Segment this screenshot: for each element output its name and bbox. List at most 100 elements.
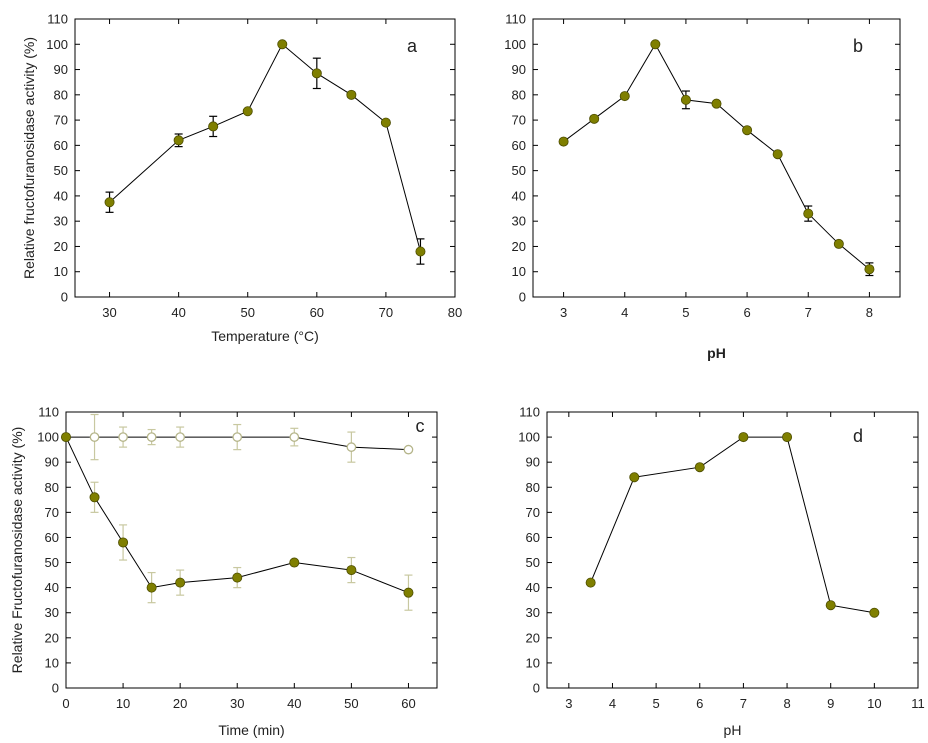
y-axis-label: Relative fructofuranosidase activity (%) [21, 37, 37, 279]
data-point-open [89, 432, 100, 442]
data-point [277, 39, 288, 50]
y-tick-label: 110 [505, 12, 526, 27]
panel-label: a [407, 36, 418, 56]
x-tick-label: 9 [827, 696, 834, 711]
y-tick-label: 40 [512, 188, 526, 203]
x-tick-label: 60 [310, 305, 324, 320]
x-tick-label: 50 [240, 305, 254, 320]
panel-label: d [853, 426, 863, 446]
y-tick-label: 30 [54, 214, 68, 229]
y-tick-label: 50 [512, 163, 526, 178]
data-point [803, 208, 814, 219]
data-point [118, 537, 129, 548]
data-point [403, 587, 414, 598]
x-axis-label: Time (min) [218, 722, 284, 738]
panel-b: 0 10 20 30 40 50 60 70 80 90 100 110 3 4 5 6 7 8 pH b [504, 12, 901, 361]
y-tick-label: 50 [54, 163, 68, 178]
x-axis-label: pH [707, 345, 726, 361]
y-tick-label: 40 [54, 188, 68, 203]
data-point [89, 492, 100, 503]
x-axis-label: Temperature (°C) [211, 328, 319, 344]
x-tick-label: 6 [743, 305, 750, 320]
data-point [415, 246, 426, 257]
data-point [619, 91, 630, 102]
data-point [772, 149, 783, 160]
x-tick-label: 5 [682, 305, 689, 320]
panel-d: 0 10 20 30 40 50 60 70 80 90 100 110 3 4 5 6 7 8 9 10 11 pH d [518, 405, 924, 739]
y-tick-label: 0 [519, 290, 526, 305]
data-point [146, 582, 157, 593]
x-tick-label: 3 [565, 696, 572, 711]
panel-a: 0 10 20 30 40 50 60 70 80 90 100 110 30 40 50 60 70 80 Tem… [21, 12, 462, 345]
data-point-open [118, 432, 128, 442]
y-tick-label: 110 [38, 405, 59, 420]
x-tick-label: 11 [911, 696, 925, 711]
x-tick-label: 40 [287, 696, 301, 711]
series-line [563, 43, 870, 270]
x-tick-label: 10 [116, 696, 130, 711]
data-point [208, 121, 219, 132]
data-point [711, 98, 722, 109]
data-point [650, 39, 661, 50]
data-point [380, 117, 391, 128]
y-tick-label: 50 [526, 555, 540, 570]
y-tick-label: 90 [526, 455, 540, 470]
data-point [242, 106, 253, 117]
y-tick-label: 80 [512, 87, 526, 102]
x-tick-label: 20 [173, 696, 187, 711]
data-point [346, 89, 357, 100]
data-point-open [346, 442, 357, 452]
y-tick-label: 20 [526, 630, 540, 645]
data-point [175, 577, 186, 588]
data-point [558, 136, 569, 147]
x-tick-label: 7 [740, 696, 747, 711]
data-point [833, 238, 844, 249]
y-tick-label: 20 [54, 239, 68, 254]
y-tick-label: 110 [519, 405, 540, 420]
data-point [61, 432, 72, 443]
panel-label: c [416, 416, 425, 436]
y-tick-label: 70 [512, 113, 526, 128]
data-point [864, 264, 875, 275]
y-tick-label: 70 [526, 505, 540, 520]
y-tick-label: 20 [512, 239, 526, 254]
y-tick-label: 40 [526, 580, 540, 595]
y-tick-label: 100 [504, 37, 526, 52]
x-tick-label: 8 [866, 305, 873, 320]
plot-frame [532, 18, 901, 298]
y-tick-label: 0 [52, 681, 59, 696]
x-tick-label: 3 [560, 305, 567, 320]
x-tick-label: 30 [102, 305, 116, 320]
data-point [825, 600, 836, 611]
data-point-open [232, 432, 243, 442]
data-point-open [403, 444, 414, 455]
y-tick-label: 60 [526, 530, 540, 545]
data-point [694, 462, 705, 473]
data-point [589, 113, 600, 124]
y-axis-label: Relative Fructofuranosidase activity (%) [9, 427, 25, 674]
y-tick-label: 0 [533, 681, 540, 696]
y-tick-label: 90 [512, 62, 526, 77]
data-point-open [289, 432, 300, 442]
y-tick-label: 10 [512, 264, 526, 279]
y-tick-label: 110 [47, 12, 68, 27]
x-tick-label: 10 [867, 696, 881, 711]
x-tick-label: 70 [379, 305, 393, 320]
x-tick-label: 0 [62, 696, 69, 711]
y-tick-label: 80 [54, 87, 68, 102]
x-tick-label: 8 [783, 696, 790, 711]
y-tick-label: 10 [45, 655, 59, 670]
x-tick-label: 4 [621, 305, 628, 320]
data-point [629, 472, 640, 483]
y-tick-label: 0 [61, 290, 68, 305]
x-tick-label: 6 [696, 696, 703, 711]
y-tick-label: 30 [45, 605, 59, 620]
y-tick-label: 100 [37, 430, 59, 445]
series-line [590, 436, 875, 614]
data-point [173, 135, 184, 146]
data-point [289, 557, 300, 568]
y-tick-label: 10 [54, 264, 68, 279]
y-tick-label: 70 [45, 505, 59, 520]
x-tick-label: 40 [171, 305, 185, 320]
x-tick-label: 30 [230, 696, 244, 711]
